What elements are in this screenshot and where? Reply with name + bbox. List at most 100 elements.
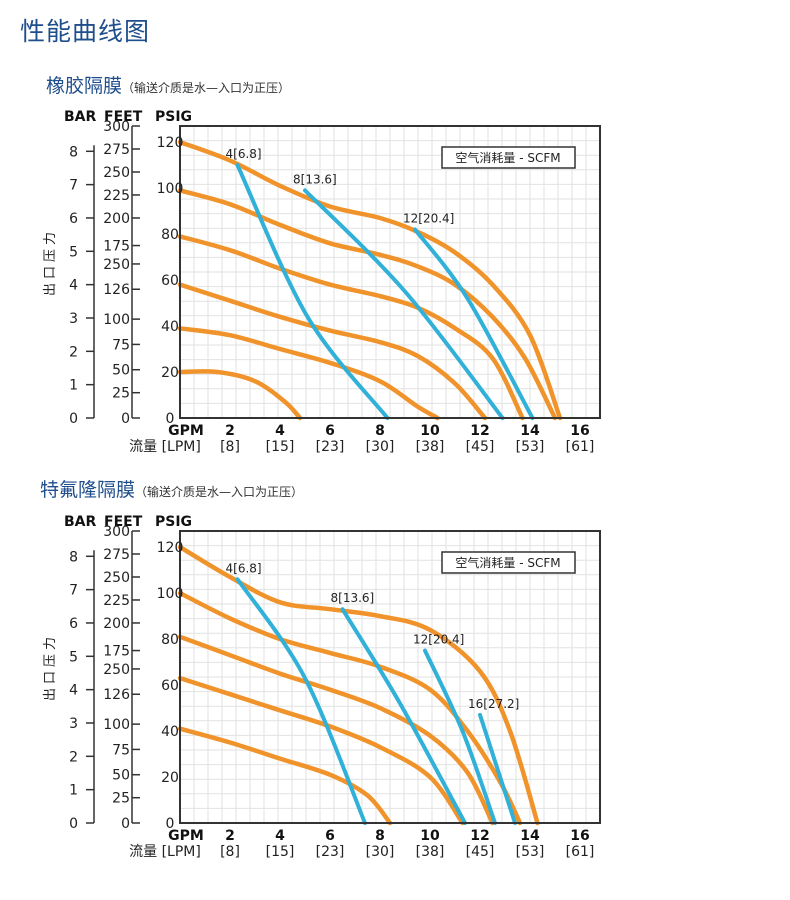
x-tick-lpm: [53] xyxy=(516,844,545,860)
feet-tick-label: 250 xyxy=(103,165,130,181)
ptfe-diaphragm-chart: 4[6.8] 8[13.6] 12[20.4] 16[27.2] 空气消耗量 - SCF… xyxy=(43,514,601,860)
x-tick-lpm: [8] xyxy=(220,844,240,860)
pressure-curve xyxy=(177,139,563,421)
x-tick-gpm: 14 xyxy=(520,423,540,439)
x-tick-lpm: [45] xyxy=(466,439,495,455)
plot-frame xyxy=(179,530,601,824)
pressure-curve xyxy=(177,544,540,826)
feet-tick-label: 100 xyxy=(103,717,130,733)
bar-tick-label: 5 xyxy=(69,244,78,260)
pressure-curve xyxy=(177,726,393,826)
psig-axis-header: PSIG xyxy=(155,109,192,125)
psig-tick-label: 100 xyxy=(157,181,184,197)
bar-tick-label: 4 xyxy=(69,683,78,699)
feet-axis-header: FEET xyxy=(104,514,143,530)
section-title-text: 特氟隆隔膜 xyxy=(40,479,136,501)
x-tick-lpm: [23] xyxy=(316,439,345,455)
x-tick-lpm: [30] xyxy=(366,844,395,860)
feet-tick-label: 250 xyxy=(103,570,130,586)
air-consumption-curve xyxy=(423,648,497,825)
x-tick-gpm: 8 xyxy=(375,828,385,844)
page-title: 性能曲线图 xyxy=(20,17,151,46)
bar-tick-label: 2 xyxy=(69,749,78,765)
y-axis-title: 出口压力 xyxy=(43,228,58,296)
air-curve-label: 4[6.8] xyxy=(226,561,262,575)
section-note: （输送介质是水—入口为正压） xyxy=(122,81,291,95)
feet-tick-label: 225 xyxy=(103,593,130,609)
x-tick-lpm: [30] xyxy=(366,439,395,455)
x-axis-gpm-label: GPM xyxy=(168,423,204,439)
bar-tick-label: 7 xyxy=(69,178,78,194)
feet-tick-label: 0 xyxy=(121,816,130,832)
bar-tick-label: 5 xyxy=(69,649,78,665)
bar-tick-label: 1 xyxy=(69,783,78,799)
bar-axis-header: BAR xyxy=(64,109,97,125)
psig-tick-label: 40 xyxy=(161,319,179,335)
x-tick-gpm: 16 xyxy=(570,423,589,439)
section-title-ptfe: 特氟隆隔膜（输送介质是水—入口为正压） xyxy=(40,475,303,502)
x-tick-lpm: [15] xyxy=(266,844,295,860)
feet-tick-label: 75 xyxy=(112,337,130,353)
section-note: （输送介质是水—入口为正压） xyxy=(135,485,304,499)
x-tick-gpm: 4 xyxy=(275,828,285,844)
x-tick-lpm: [61] xyxy=(566,439,595,455)
feet-tick-label: 225 xyxy=(103,188,130,204)
feet-tick-label: 0 xyxy=(121,411,130,427)
psig-tick-label: 20 xyxy=(161,365,179,381)
x-axis-lpm-label: 流量 [LPM] xyxy=(129,844,201,860)
feet-tick-label: 75 xyxy=(112,742,130,758)
psig-tick-label: 20 xyxy=(161,770,179,786)
air-consumption-curve xyxy=(478,712,517,825)
x-tick-lpm: [45] xyxy=(466,844,495,860)
x-tick-gpm: 12 xyxy=(470,828,489,844)
bar-tick-label: 8 xyxy=(69,144,78,160)
feet-tick-label: 300 xyxy=(103,524,130,540)
psig-tick-label: 120 xyxy=(157,135,184,151)
x-tick-gpm: 10 xyxy=(420,828,440,844)
bar-tick-label: 4 xyxy=(69,278,78,294)
air-consumption-curve xyxy=(235,163,390,420)
psig-tick-label: 120 xyxy=(157,540,184,556)
pressure-curve xyxy=(177,326,440,421)
bar-tick-label: 6 xyxy=(69,211,78,227)
legend-text: 空气消耗量 - SCFM xyxy=(455,150,560,165)
feet-tick-label: 175 xyxy=(103,239,130,255)
x-tick-gpm: 12 xyxy=(470,423,489,439)
pressure-curve xyxy=(177,634,495,826)
feet-tick-label: 50 xyxy=(112,363,130,379)
air-consumption-curve xyxy=(413,227,535,420)
x-tick-lpm: [53] xyxy=(516,439,545,455)
feet-tick-label: 275 xyxy=(103,142,130,158)
x-tick-lpm: [15] xyxy=(266,439,295,455)
x-tick-gpm: 4 xyxy=(275,423,285,439)
bar-tick-label: 7 xyxy=(69,583,78,599)
x-tick-gpm: 16 xyxy=(570,828,589,844)
pressure-curve xyxy=(177,675,465,826)
bar-tick-label: 6 xyxy=(69,616,78,632)
x-axis-lpm-label: 流量 [LPM] xyxy=(129,439,201,455)
feet-tick-label: 200 xyxy=(103,616,130,632)
air-curve-label: 4[6.8] xyxy=(226,147,262,161)
air-curve-label: 8[13.6] xyxy=(331,591,375,605)
x-tick-lpm: [23] xyxy=(316,844,345,860)
feet-axis-header: FEET xyxy=(104,109,143,125)
x-axis-gpm-label: GPM xyxy=(168,828,204,844)
pressure-curve xyxy=(177,188,558,421)
x-tick-lpm: [61] xyxy=(566,844,595,860)
air-curve-label: 12[20.4] xyxy=(413,633,464,647)
section-title-text: 橡胶隔膜 xyxy=(46,75,123,97)
plot-frame xyxy=(179,125,601,419)
feet-tick-label: 250 xyxy=(103,257,130,273)
feet-tick-label: 126 xyxy=(103,282,130,298)
feet-tick-label: 25 xyxy=(112,386,130,402)
y-axis-title: 出口压力 xyxy=(43,633,58,701)
x-tick-gpm: 8 xyxy=(375,423,385,439)
x-tick-lpm: [8] xyxy=(220,439,240,455)
x-tick-gpm: 2 xyxy=(225,423,235,439)
bar-tick-label: 0 xyxy=(69,816,78,832)
x-tick-lpm: [38] xyxy=(416,844,445,860)
psig-tick-label: 100 xyxy=(157,586,184,602)
bar-tick-label: 1 xyxy=(69,378,78,394)
feet-tick-label: 100 xyxy=(103,312,130,328)
psig-tick-label: 0 xyxy=(166,816,175,832)
